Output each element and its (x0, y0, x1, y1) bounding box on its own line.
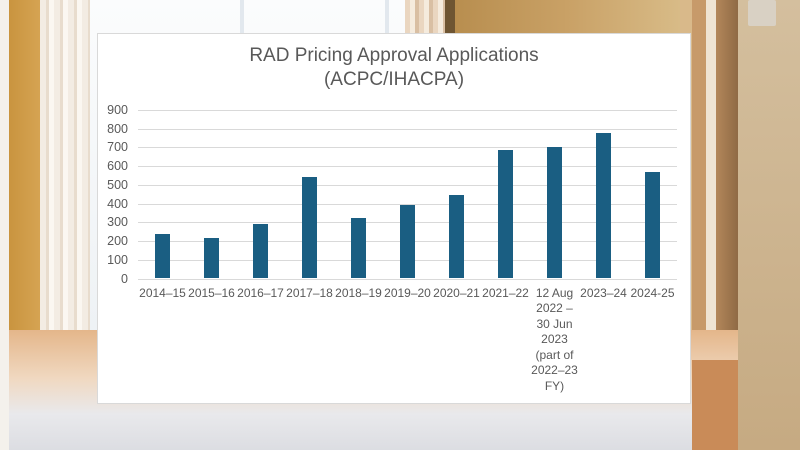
chart-title: RAD Pricing Approval Applications (ACPC/… (98, 44, 690, 92)
gridline (138, 279, 677, 280)
chart-title-line-2: (ACPC/IHACPA) (323, 69, 465, 90)
y-axis-tick-label: 700 (107, 140, 128, 155)
gridline (138, 110, 677, 111)
x-axis-tick-label: 2023–24 (580, 285, 627, 300)
background-wall (738, 0, 800, 450)
y-axis-tick-label: 300 (107, 215, 128, 230)
plot-area: 0 100 200 300 400 500 600 700 800 900 2014–15 2015–… (98, 34, 690, 403)
bar (400, 205, 415, 279)
x-axis-tick-label: 2016–17 (237, 285, 284, 300)
gridline (138, 204, 677, 205)
background-curtain (40, 0, 90, 330)
background-door-frame (706, 0, 716, 360)
y-axis-tick-label: 200 (107, 234, 128, 249)
y-axis-tick-label: 600 (107, 159, 128, 174)
background-door-frame (692, 0, 706, 360)
bar (351, 217, 366, 279)
x-axis-tick-label: 2020–21 (433, 285, 480, 300)
y-axis-tick-label: 800 (107, 121, 128, 136)
bar (204, 238, 219, 279)
x-axis-tick-label: 2017–18 (286, 285, 333, 300)
x-axis-tick-label: 12 Aug 2022 – 30 Jun 2023 (part of 2022–… (531, 285, 578, 393)
gridline (138, 147, 677, 148)
bar (449, 195, 464, 279)
bar (596, 133, 611, 279)
background-light-switch (748, 0, 776, 26)
background-door-frame (716, 0, 738, 420)
chart-title-line-1: RAD Pricing Approval Applications (249, 45, 539, 66)
bar (302, 177, 317, 279)
gridline (138, 129, 677, 130)
gridline (138, 185, 677, 186)
chart-card: RAD Pricing Approval Applications (ACPC/… (97, 33, 691, 404)
x-axis-tick-label: 2018–19 (335, 285, 382, 300)
y-axis-tick-label: 400 (107, 196, 128, 211)
x-axis-tick-label: 2014–15 (139, 285, 186, 300)
y-axis-tick-label: 100 (107, 252, 128, 267)
bar (547, 147, 562, 279)
background-floor (692, 360, 738, 450)
y-axis-tick-label: 500 (107, 177, 128, 192)
y-axis-tick-label: 900 (107, 103, 128, 117)
y-axis-tick-label: 0 (121, 271, 128, 286)
x-axis-tick-label: 2024-25 (630, 285, 675, 300)
background-edge (0, 0, 9, 450)
x-axis-tick-label: 2021–22 (482, 285, 529, 300)
bar (645, 171, 660, 279)
bar (155, 233, 170, 279)
gridline (138, 166, 677, 167)
bar (498, 150, 513, 279)
bar (253, 224, 268, 279)
x-axis-tick-label: 2019–20 (384, 285, 431, 300)
x-axis-tick-label: 2015–16 (188, 285, 235, 300)
